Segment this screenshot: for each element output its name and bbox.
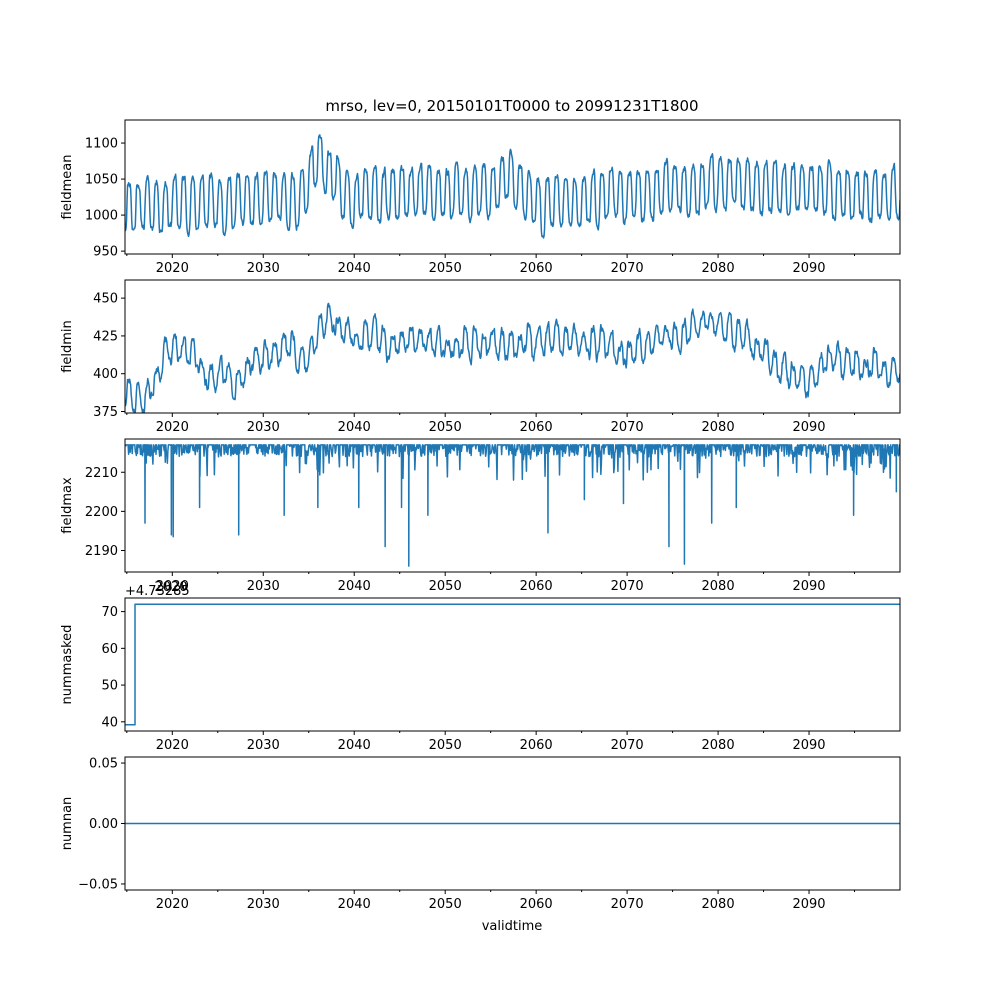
y-tick-label: −0.05 <box>78 877 118 892</box>
x-tick-label: 2020 <box>156 897 189 912</box>
plot-frame <box>124 119 901 255</box>
y-tick-label: 400 <box>93 367 118 382</box>
x-axis-label: validtime <box>482 919 543 934</box>
x-tick-label: 2030 <box>247 420 280 435</box>
series-line-fieldmean <box>125 134 900 239</box>
y-tick-label: 1100 <box>85 137 118 152</box>
y-tick-label: 450 <box>93 292 118 307</box>
x-tick-label: 2080 <box>702 261 735 276</box>
x-tick-label: 2070 <box>611 261 644 276</box>
overlapping-tick-label: 2020 <box>154 580 187 595</box>
x-tick-label: 2020 <box>156 261 189 276</box>
x-tick-label: 2060 <box>520 579 553 594</box>
plot-frame <box>124 597 901 732</box>
x-tick-label: 2050 <box>429 261 462 276</box>
y-axis-label: fieldmax <box>60 477 75 534</box>
x-tick-label: 2070 <box>611 738 644 753</box>
panel-fieldmin: 2020 2030 2040 2050 2060 2070 2080 2090 375 400 42… <box>60 279 901 435</box>
x-tick-label: 2050 <box>429 420 462 435</box>
x-tick-label: 2050 <box>429 897 462 912</box>
x-tick-label: 2050 <box>429 579 462 594</box>
y-tick-label: 1000 <box>85 209 118 224</box>
y-axis-label: fieldmin <box>60 320 75 373</box>
x-tick-label: 2040 <box>338 897 371 912</box>
panel-nummasked: 2020 2030 2040 2050 2060 2070 2080 2090 40 50 60 70… <box>60 580 901 753</box>
panel-numnan: 2020 2030 2040 2050 2060 2070 2080 2090 −0.05 0.0… <box>60 756 901 912</box>
plot-frame <box>124 438 901 573</box>
series-line-fieldmax <box>125 444 900 567</box>
y-tick-label: 2190 <box>85 544 118 559</box>
x-tick-label: 2050 <box>429 738 462 753</box>
x-tick-label: 2040 <box>338 579 371 594</box>
x-tick-label: 2020 <box>156 420 189 435</box>
y-offset-label: +4.73285 <box>125 584 190 599</box>
y-tick-label: 50 <box>101 679 118 694</box>
y-axis-label: numnan <box>60 797 75 851</box>
x-tick-label: 2060 <box>520 738 553 753</box>
x-tick-label: 2060 <box>520 420 553 435</box>
y-tick-label: 2200 <box>85 505 118 520</box>
x-tick-label: 2090 <box>792 897 825 912</box>
y-axis-label: fieldmean <box>60 155 75 220</box>
panel-fieldmax: 2020 2030 2040 2050 2060 2070 2080 2090 2190 2200… <box>60 438 901 594</box>
series-line-fieldmin <box>125 302 900 413</box>
x-tick-label: 2070 <box>611 579 644 594</box>
x-tick-label: 2060 <box>520 897 553 912</box>
y-tick-label: 70 <box>101 605 118 620</box>
x-tick-label: 2030 <box>247 738 280 753</box>
x-tick-label: 2080 <box>702 420 735 435</box>
y-tick-label: 0.05 <box>89 757 118 772</box>
x-tick-label: 2070 <box>611 420 644 435</box>
x-tick-label: 2080 <box>702 579 735 594</box>
x-tick-label: 2040 <box>338 420 371 435</box>
chart-title: mrso, lev=0, 20150101T0000 to 20991231T1… <box>325 97 698 115</box>
x-tick-label: 2030 <box>247 261 280 276</box>
x-tick-label: 2020 <box>156 579 189 594</box>
y-tick-label: 60 <box>101 642 118 657</box>
y-tick-label: 2210 <box>85 466 118 481</box>
y-tick-label: 375 <box>93 405 118 420</box>
panel-fieldmean: 2020 2030 2040 2050 2060 2070 2080 2090 950 1000 1… <box>60 119 901 276</box>
x-tick-label: 2020 <box>156 738 189 753</box>
x-tick-label: 2070 <box>611 897 644 912</box>
y-tick-label: 0.00 <box>89 817 118 832</box>
x-tick-label: 2080 <box>702 738 735 753</box>
series-line-nummasked <box>125 603 900 726</box>
y-axis-label: nummasked <box>60 625 75 705</box>
plot-frame <box>124 279 901 414</box>
x-tick-label: 2040 <box>338 738 371 753</box>
x-tick-label: 2090 <box>792 738 825 753</box>
x-tick-label: 2090 <box>792 420 825 435</box>
y-tick-label: 40 <box>101 715 118 730</box>
x-tick-label: 2040 <box>338 261 371 276</box>
x-tick-label: 2030 <box>247 579 280 594</box>
x-tick-label: 2060 <box>520 261 553 276</box>
x-tick-label: 2090 <box>792 579 825 594</box>
x-tick-label: 2080 <box>702 897 735 912</box>
y-tick-label: 425 <box>93 329 118 344</box>
y-tick-label: 950 <box>93 245 118 260</box>
y-tick-label: 1050 <box>85 173 118 188</box>
x-tick-label: 2090 <box>792 261 825 276</box>
x-tick-label: 2030 <box>247 897 280 912</box>
